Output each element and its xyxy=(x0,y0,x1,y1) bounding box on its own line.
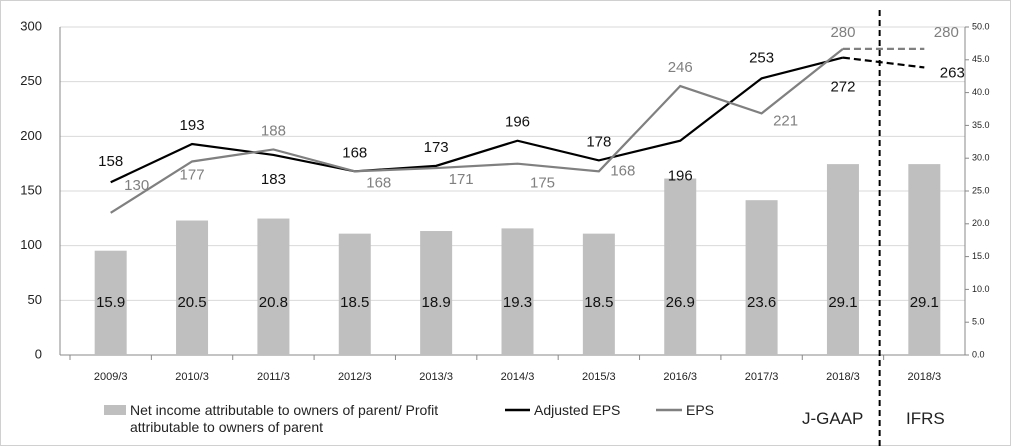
y-tick-label: 150 xyxy=(20,182,42,197)
bar-value-label: 20.5 xyxy=(177,294,206,311)
bar xyxy=(582,233,615,355)
x-tick-label: 2018/3 xyxy=(907,371,941,383)
bar xyxy=(338,233,371,355)
line-value-label: 253 xyxy=(749,49,774,66)
line-value-label: 263 xyxy=(940,64,965,81)
x-tick-label: 2016/3 xyxy=(663,371,697,383)
line-series xyxy=(110,56,844,184)
y2-tick-label: 5.0 xyxy=(972,317,985,327)
line-value-label: 171 xyxy=(449,171,474,188)
y2-tick-label: 15.0 xyxy=(972,251,990,261)
y-tick-label: 250 xyxy=(20,73,42,88)
bar-value-label: 20.8 xyxy=(259,294,288,311)
x-tick-label: 2018/3 xyxy=(826,371,860,383)
line-series-dashed xyxy=(842,56,925,69)
line-value-label: 188 xyxy=(261,122,286,139)
y2-tick-label: 45.0 xyxy=(972,54,990,64)
bar-value-label: 19.3 xyxy=(503,294,532,311)
bar-value-label: 26.9 xyxy=(666,294,695,311)
legend-swatch xyxy=(104,405,126,415)
line-value-label: 280 xyxy=(830,24,855,41)
bar-value-label: 15.9 xyxy=(96,294,125,311)
x-tick-label: 2010/3 xyxy=(175,371,209,383)
line-value-label: 130 xyxy=(124,177,149,194)
y2-tick-label: 35.0 xyxy=(972,120,990,130)
line-value-label: 183 xyxy=(261,171,286,188)
y2-tick-label: 40.0 xyxy=(972,87,990,97)
x-tick-label: 2009/3 xyxy=(94,371,128,383)
bar xyxy=(176,220,209,355)
line-value-label: 246 xyxy=(668,59,693,76)
y2-tick-label: 20.0 xyxy=(972,218,990,228)
line-value-label: 272 xyxy=(830,79,855,96)
bar xyxy=(501,228,534,355)
y-tick-label: 100 xyxy=(20,237,42,252)
bar xyxy=(94,250,127,355)
y-tick-label: 300 xyxy=(20,18,42,33)
legend-bar-label: Net income attributable to owners of par… xyxy=(130,402,439,435)
bar xyxy=(908,164,941,355)
x-tick-label: 2015/3 xyxy=(582,371,616,383)
y2-tick-label: 10.0 xyxy=(972,284,990,294)
line-value-label: 221 xyxy=(773,112,798,129)
bar-value-label: 18.9 xyxy=(422,294,451,311)
x-tick-label: 2013/3 xyxy=(419,371,453,383)
line-value-label: 193 xyxy=(180,117,205,134)
bar-value-label: 23.6 xyxy=(747,294,776,311)
bar xyxy=(826,164,859,355)
line-value-label: 196 xyxy=(668,168,693,185)
line-value-label: 196 xyxy=(505,114,530,131)
bar-value-label: 29.1 xyxy=(910,294,939,311)
x-tick-label: 2017/3 xyxy=(745,371,779,383)
line-value-label: 280 xyxy=(934,24,959,41)
x-tick-label: 2012/3 xyxy=(338,371,372,383)
bar xyxy=(664,178,697,355)
line-value-label: 177 xyxy=(180,166,205,183)
legend-line-label: Adjusted EPS xyxy=(534,402,621,418)
y-tick-label: 200 xyxy=(20,128,42,143)
y2-tick-label: 30.0 xyxy=(972,153,990,163)
line-value-label: 158 xyxy=(98,153,123,170)
line-value-label: 168 xyxy=(610,162,635,179)
legend-line-label: EPS xyxy=(686,402,715,418)
bar-value-label: 18.5 xyxy=(340,294,369,311)
line-value-label: 178 xyxy=(586,133,611,150)
bar-value-label: 18.5 xyxy=(584,294,613,311)
bar xyxy=(745,200,778,355)
x-tick-label: 2011/3 xyxy=(257,371,290,383)
y-tick-label: 50 xyxy=(28,292,42,307)
bar-value-label: 29.1 xyxy=(828,294,857,311)
y2-tick-label: 0.0 xyxy=(972,349,985,359)
bar xyxy=(257,218,290,355)
line-value-label: 168 xyxy=(342,144,367,161)
x-tick-label: 2014/3 xyxy=(501,371,535,383)
y2-tick-label: 25.0 xyxy=(972,185,990,195)
y2-tick-label: 50.0 xyxy=(972,21,990,31)
line-value-label: 168 xyxy=(366,174,391,191)
line-series xyxy=(110,48,844,214)
line-value-label: 173 xyxy=(424,139,449,156)
line-value-label: 175 xyxy=(530,175,555,192)
y-tick-label: 0 xyxy=(35,346,42,361)
bar xyxy=(420,231,453,355)
annotation: J-GAAP xyxy=(802,409,864,428)
annotation: IFRS xyxy=(906,409,945,428)
